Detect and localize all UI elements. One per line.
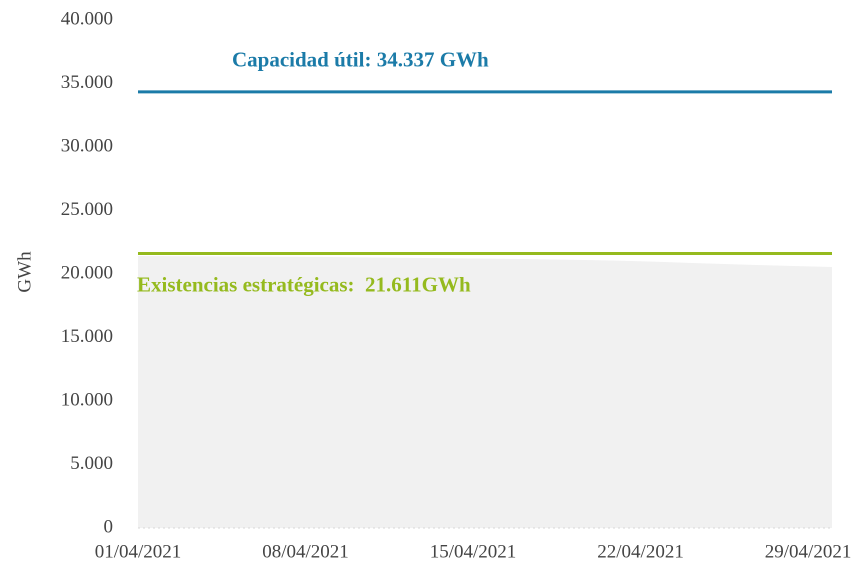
y-tick-label: 35.000 (61, 72, 113, 93)
reference-label: Capacidad útil: 34.337 GWh (232, 48, 489, 72)
y-tick-label: 10.000 (61, 389, 113, 410)
area (138, 255, 832, 528)
y-tick-label: 20.000 (61, 262, 113, 283)
y-axis-label: GWh (14, 251, 35, 293)
y-tick-label: 5.000 (70, 453, 113, 474)
y-tick-label: 40.000 (61, 8, 113, 29)
y-tick-label: 0 (104, 516, 114, 537)
x-tick-label: 08/04/2021 (262, 541, 349, 562)
x-tick-label: 22/04/2021 (597, 541, 684, 562)
x-tick-label: 01/04/2021 (95, 541, 182, 562)
y-tick-label: 15.000 (61, 326, 113, 347)
y-tick-label: 25.000 (61, 199, 113, 220)
reference-label: Existencias estratégicas: 21.611GWh (137, 272, 471, 296)
y-tick-label: 30.000 (61, 135, 113, 156)
x-tick-label: 15/04/2021 (430, 541, 517, 562)
x-tick-label: 29/04/2021 (765, 541, 852, 562)
